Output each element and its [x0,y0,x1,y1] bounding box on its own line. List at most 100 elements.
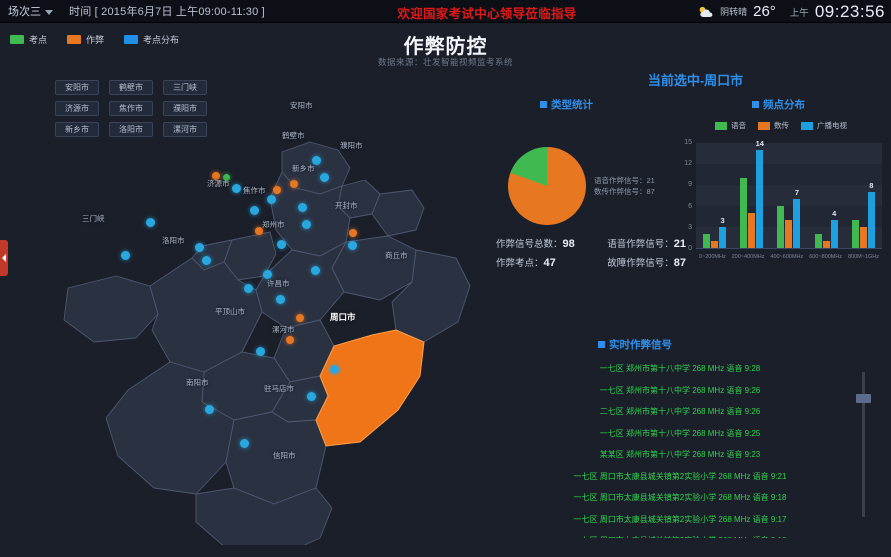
type-stat-pie-chart[interactable]: 语音作弊信号：21 数传作弊信号：87 [498,145,678,245]
map-dot-blue[interactable] [301,219,311,229]
bar-legend-item-1[interactable]: 数传 [758,120,789,131]
map-label-9[interactable]: 郑州市 [262,220,285,229]
bar-语音-3[interactable] [814,234,822,248]
map-region-zhoukou [315,329,425,447]
map-label-12[interactable]: 平顶山市 [215,307,245,316]
map-dot-blue[interactable] [311,155,321,165]
map-dot-blue[interactable] [297,202,307,212]
map-dot-orange[interactable] [255,227,263,235]
live-signal-list[interactable]: 一七区 郑州市第十八中学 268 MHz 语音 9:28 一七区 郑州市第十八中学… [500,358,860,538]
live-signal-scrollbar[interactable] [856,372,871,517]
map-dot-orange[interactable] [296,314,304,322]
welcome-banner: 欢迎国家考试中心领导莅临指导 [397,7,577,21]
city-button-5[interactable]: 濮阳市 [163,101,207,116]
map-dot-blue[interactable] [276,239,286,249]
bar-语音-0[interactable] [703,234,711,248]
map-label-2[interactable]: 濮阳市 [340,141,363,150]
map-dot-blue[interactable] [310,265,320,275]
map-label-13[interactable]: 漯河市 [272,325,295,334]
signal-row-4[interactable]: 某某区 郑州市第十八中学 268 MHz 语音 9:23 [599,450,761,459]
city-button-7[interactable]: 洛阳市 [109,122,153,137]
map-label-8[interactable]: 洛阳市 [162,236,185,245]
bar-语音-1[interactable] [740,178,748,248]
bar-语音-2[interactable] [777,206,785,248]
legend-item-distribution[interactable]: 考点分布 [124,33,179,46]
bar-广播电视-4[interactable]: 8 [867,181,875,248]
map-dot-blue[interactable] [266,194,276,204]
map-dot-orange[interactable] [349,229,357,237]
collapse-panel-tab[interactable] [0,240,8,276]
map-dot-orange[interactable] [290,180,298,188]
map-dot-blue[interactable] [329,364,339,374]
map-dot-blue[interactable] [347,240,357,250]
bar-legend-item-2[interactable]: 广播电视 [801,120,847,131]
session-selector[interactable]: 场次三 [8,3,53,19]
map-dot-orange[interactable] [212,172,220,180]
map-dot-blue[interactable] [275,294,285,304]
map-dot-green[interactable] [222,173,230,181]
city-button-0[interactable]: 安阳市 [55,80,99,95]
signal-row-1[interactable]: 一七区 郑州市第十八中学 268 MHz 语音 9:26 [599,385,761,395]
bar-数传-1[interactable] [748,213,756,248]
signal-row-8[interactable]: 一七区 周口市太康县城关镇第2实验小学 268 MHz 语音 9:18 [500,530,860,538]
bar-广播电视-0[interactable]: 3 [719,216,727,248]
city-button-3[interactable]: 济源市 [55,101,99,116]
bar-数传-4[interactable] [859,227,867,248]
signal-row-3[interactable]: 一七区 郑州市第十八中学 268 MHz 语音 9:25 [599,428,761,438]
section-header-freq-dist: 频点分布 [752,97,805,112]
map-dot-blue[interactable] [231,183,241,193]
map-dot-blue[interactable] [204,404,214,414]
map-label-7[interactable]: 三门峡 [82,214,105,223]
legend-item-cheating[interactable]: 作弊 [67,33,104,46]
map-dot-blue[interactable] [201,255,211,265]
map-label-5[interactable]: 济源市 [207,179,230,188]
city-button-6[interactable]: 新乡市 [55,122,99,137]
bar-数传-0[interactable] [711,241,719,248]
section-bullet-icon [598,341,605,348]
map-label-10[interactable]: 商丘市 [385,251,408,260]
bar-广播电视-2[interactable]: 7 [793,188,801,248]
henan-map[interactable]: 安阳市 鹤壁市 濮阳市 新乡市 焦作市 济源市 开封市 三门峡 洛阳市 郑州市 商丘市 许昌市 平顶山市… [20,90,490,545]
map-dot-blue[interactable] [194,242,204,252]
map-dot-blue[interactable] [243,283,253,293]
signal-row-5[interactable]: 一七区 周口市太康县城关镇第2实验小学 268 MHz 语音 9:21 [573,471,787,481]
map-dot-blue[interactable] [120,250,130,260]
frequency-distribution-chart[interactable]: 语音 数传 广播电视 0 3 6 9 12 15 3 14 7 4 8 0~200MHz 200~400… [678,118,884,270]
city-button-8[interactable]: 漯河市 [163,122,207,137]
map-dot-orange[interactable] [273,186,281,194]
signal-row-6[interactable]: 一七区 周口市太康县城关镇第2实验小学 268 MHz 语音 9:18 [573,493,787,502]
cloud-sun-icon [698,5,714,19]
scrollbar-thumb[interactable] [856,394,871,403]
city-button-4[interactable]: 焦作市 [109,101,153,116]
city-button-1[interactable]: 鹤壁市 [109,80,153,95]
map-dot-blue[interactable] [255,346,265,356]
city-button-2[interactable]: 三门峡 [163,80,207,95]
signal-row-0[interactable]: 一七区 郑州市第十八中学 268 MHz 语音 9:28 [599,364,761,373]
map-label-14[interactable]: 周口市 [330,312,356,322]
map-dot-blue[interactable] [145,217,155,227]
legend-item-exam-site[interactable]: 考点 [10,33,47,46]
signal-row-2[interactable]: 二七区 郑州市第十八中学 268 MHz 语音 9:26 [599,407,761,416]
map-dot-blue[interactable] [319,172,329,182]
map-label-1[interactable]: 鹤壁市 [282,131,305,140]
map-label-15[interactable]: 南阳市 [186,378,209,387]
map-dot-blue[interactable] [249,205,259,215]
bar-广播电视-1[interactable]: 14 [756,139,764,248]
map-dot-blue[interactable] [239,438,249,448]
map-label-6[interactable]: 开封市 [335,201,358,210]
map-label-4[interactable]: 焦作市 [243,186,266,195]
bar-广播电视-3[interactable]: 4 [830,209,838,248]
bar-数传-2[interactable] [785,220,793,248]
map-dot-blue[interactable] [262,269,272,279]
bar-语音-4[interactable] [851,220,859,248]
signal-row-7[interactable]: 一七区 周口市太康县城关镇第2实验小学 268 MHz 语音 9:17 [573,514,787,524]
map-label-0[interactable]: 安阳市 [290,101,313,110]
map-label-16[interactable]: 驻马店市 [264,384,294,393]
bar-legend-item-0[interactable]: 语音 [715,120,746,131]
map-label-3[interactable]: 新乡市 [292,164,315,173]
map-dot-blue[interactable] [306,391,316,401]
bar-数传-3[interactable] [822,241,830,248]
map-dot-orange[interactable] [286,336,294,344]
map-label-17[interactable]: 信阳市 [273,451,296,460]
map-label-11[interactable]: 许昌市 [267,279,290,288]
